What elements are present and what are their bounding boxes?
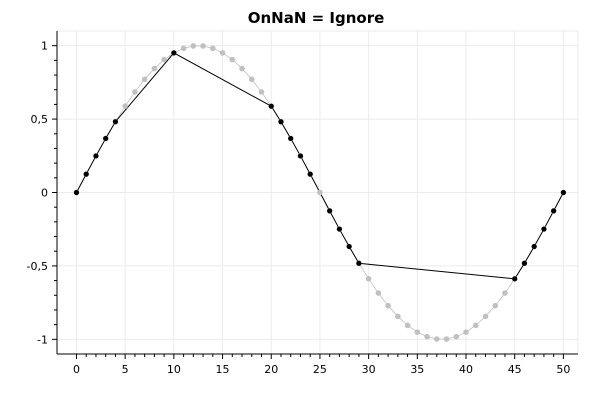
data-point (171, 50, 177, 56)
data-point (346, 243, 352, 250)
underlying-data-point (161, 56, 167, 63)
data-point (93, 153, 99, 159)
underlying-data-point (502, 290, 508, 296)
underlying-data-point (385, 302, 391, 309)
x-axis-ticks: 0 5 10 15 20 25 30 35 40 45 50 (73, 354, 570, 376)
underlying-data-point (141, 76, 148, 83)
x-tick-label: 35 (410, 363, 424, 376)
y-tick-label: 0,5 (31, 113, 49, 126)
y-tick-label: 0 (41, 187, 48, 200)
x-tick-label: 30 (362, 363, 376, 376)
x-tick-label: 45 (508, 363, 522, 376)
data-point (288, 135, 294, 142)
data-point (541, 226, 547, 232)
data-point (531, 243, 537, 250)
underlying-data-point (258, 89, 265, 95)
underlying-data-point (463, 329, 469, 335)
series-points (73, 43, 567, 342)
underlying-data-point (433, 336, 440, 342)
y-axis-ticks: 1 0,5 0 -0,5 -1 (27, 40, 57, 346)
data-point (278, 119, 284, 125)
underlying-data-point (492, 302, 499, 309)
data-point (512, 276, 518, 282)
underlying-data-point (210, 45, 216, 52)
y-tick-label: -1 (37, 333, 48, 346)
underlying-data-point (239, 65, 245, 72)
underlying-data-point (404, 322, 411, 329)
underlying-data-point (395, 313, 401, 320)
y-tick-label: 1 (41, 40, 48, 53)
data-point (551, 208, 557, 214)
underlying-data-point (200, 43, 206, 49)
data-point (112, 119, 119, 125)
underlying-data-point (443, 336, 450, 342)
data-point (336, 226, 343, 232)
underlying-data-point (482, 313, 489, 320)
underlying-data-point (190, 43, 197, 49)
x-tick-label: 5 (122, 363, 129, 376)
underlying-data-point (453, 333, 460, 340)
chart-title: OnNaN = Ignore (248, 9, 385, 27)
underlying-data-point (229, 56, 236, 63)
underlying-data-point (248, 76, 255, 83)
x-tick-label: 25 (313, 363, 327, 376)
x-tick-label: 20 (264, 363, 278, 376)
x-tick-label: 15 (216, 363, 230, 376)
underlying-data-point (219, 50, 226, 56)
underlying-data-point (151, 65, 158, 72)
x-tick-label: 40 (459, 363, 473, 376)
underlying-data-point (375, 290, 382, 296)
x-tick-label: 10 (167, 363, 181, 376)
data-point (307, 171, 313, 177)
underlying-data-point (317, 189, 323, 196)
data-point (356, 260, 362, 266)
y-tick-label: -0,5 (27, 260, 48, 273)
underlying-data-point (122, 103, 128, 109)
data-point (103, 135, 109, 142)
data-point (73, 189, 80, 196)
data-point (560, 189, 566, 196)
underlying-data-point (424, 333, 430, 340)
data-point (297, 153, 304, 159)
data-point (327, 208, 333, 214)
underlying-data-point (180, 45, 187, 52)
data-point (521, 260, 528, 266)
underlying-data-point (472, 322, 479, 329)
x-tick-label: 0 (73, 363, 80, 376)
x-tick-label: 50 (556, 363, 570, 376)
underlying-data-point (365, 276, 372, 282)
data-point (83, 171, 89, 177)
underlying-data-point (132, 89, 138, 95)
underlying-data-point (414, 329, 421, 335)
data-point (268, 103, 274, 109)
